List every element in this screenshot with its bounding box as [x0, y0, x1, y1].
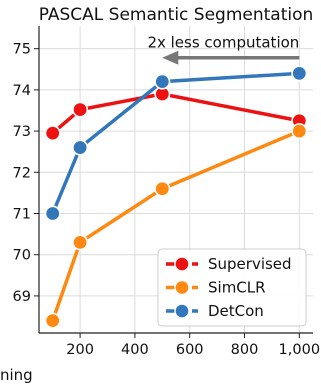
legend-swatch-marker-simclr: [174, 279, 190, 296]
x-tick-label: 400: [121, 342, 149, 358]
y-tick-label: 73: [13, 124, 31, 140]
legend-label-simclr: SimCLR: [208, 279, 266, 297]
y-tick-label: 72: [13, 165, 31, 181]
legend-label-detcon: DetCon: [208, 302, 264, 320]
legend: Supervised SimCLR DetCon: [157, 248, 307, 327]
data-point-supervised: [44, 125, 61, 142]
annotation-arrow-head: [162, 50, 179, 65]
y-tick-label: 69: [13, 289, 31, 305]
series-line-simclr: [51, 129, 300, 322]
data-point-detcon: [291, 65, 308, 82]
data-point-simclr: [72, 234, 89, 251]
data-point-detcon: [154, 73, 171, 90]
axes: 69 70 71 72 73 74 75 200 400 600 800 1,000: [13, 26, 321, 358]
legend-box: [157, 248, 307, 327]
chart-title: PASCAL Semantic Segmentation: [39, 5, 314, 25]
x-tick-label: 600: [176, 342, 204, 358]
series-line-detcon: [51, 71, 300, 215]
data-point-detcon: [44, 205, 61, 222]
x-tick-label: 200: [66, 342, 94, 358]
data-point-simclr: [44, 312, 61, 329]
y-tick-label: 75: [13, 42, 31, 58]
legend-swatch-marker-supervised: [174, 256, 190, 272]
y-tick-label: 74: [13, 83, 31, 99]
data-point-detcon: [72, 139, 89, 156]
series-line-supervised: [51, 92, 300, 135]
data-point-supervised: [72, 101, 89, 118]
annotation-text: 2x less computation: [147, 34, 299, 52]
legend-swatch-marker-detcon: [174, 303, 190, 319]
data-point-simclr: [291, 123, 308, 140]
x-tick-label: 1,000: [279, 342, 321, 358]
annotation: 2x less computation: [147, 34, 300, 65]
x-tick-label: 800: [231, 342, 259, 358]
data-point-simclr: [154, 180, 171, 197]
y-tick-label: 70: [13, 248, 31, 264]
x-axis-label: ning: [0, 366, 33, 384]
series-group: [44, 65, 308, 329]
y-tick-label: 71: [13, 206, 31, 222]
legend-label-supervised: Supervised: [208, 255, 292, 273]
